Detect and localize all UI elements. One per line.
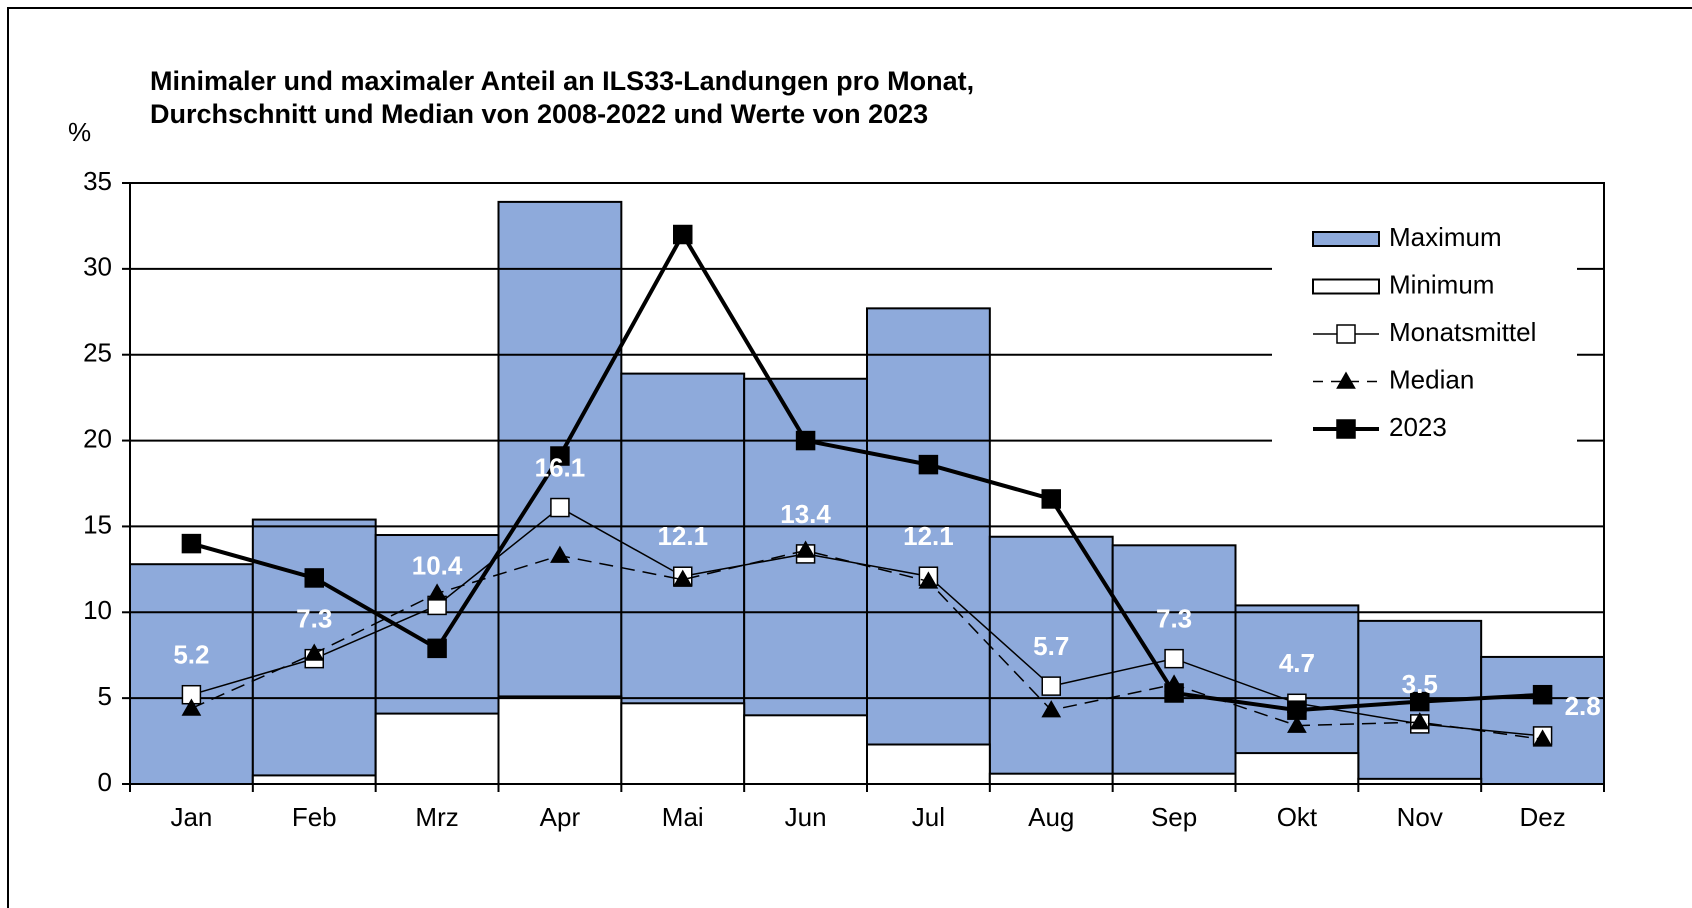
x-tick-label: Jul: [912, 802, 945, 832]
data-label: 2.8: [1565, 691, 1601, 721]
legend-swatch: [1312, 278, 1380, 295]
point: [181, 698, 202, 716]
x-tick-label: Sep: [1151, 802, 1197, 832]
x-tick-label: Feb: [292, 802, 337, 832]
y-tick-label: 0: [98, 767, 112, 797]
line: [191, 549, 1543, 741]
bar: [866, 743, 991, 786]
line: [190, 232, 1543, 713]
bar: [129, 563, 254, 785]
bar: [497, 695, 623, 786]
chart-title: Minimaler und maximaler Anteil an ILS33-…: [150, 66, 974, 96]
point: [1041, 489, 1061, 509]
y-tick-label: 25: [83, 338, 112, 368]
data-label: 12.1: [903, 521, 954, 551]
point: [1287, 715, 1307, 733]
legend-label: Minimum: [1389, 269, 1494, 299]
point: [304, 568, 324, 588]
x-tick-label: Mrz: [415, 802, 458, 832]
legend-box: [1272, 215, 1577, 455]
y-tick-label: 15: [83, 509, 112, 539]
bar: [988, 772, 1114, 786]
data-label: 13.4: [780, 499, 831, 529]
bar: [743, 714, 869, 785]
data-label: 3.5: [1402, 669, 1438, 699]
point: [1287, 700, 1307, 720]
point: [1532, 729, 1553, 747]
x-tick-label: Apr: [540, 802, 581, 832]
legend-label: Monatsmittel: [1389, 317, 1536, 347]
data-label: 10.4: [412, 550, 463, 580]
bar: [497, 200, 623, 786]
y-tick-label: 30: [83, 252, 112, 282]
legend-label: Median: [1389, 364, 1474, 394]
x-tick-label: Dez: [1519, 802, 1565, 832]
point: [672, 569, 693, 587]
bar: [620, 702, 746, 786]
point: [795, 540, 816, 558]
data-label: 5.2: [173, 640, 209, 670]
x-tick-label: Aug: [1028, 802, 1074, 832]
bar: [1234, 752, 1360, 786]
point: [1164, 683, 1184, 703]
y-axis-label: %: [68, 117, 91, 147]
bar: [1111, 772, 1237, 786]
point: [1532, 684, 1553, 705]
legend-label: 2023: [1389, 412, 1447, 442]
point: [673, 224, 693, 245]
point: [795, 430, 816, 451]
point: [181, 533, 202, 554]
data-label: 16.1: [535, 452, 586, 482]
bar: [251, 774, 377, 786]
data-label: 7.3: [1156, 604, 1192, 634]
data-label: 5.7: [1033, 631, 1069, 661]
point: [427, 638, 447, 659]
point: [918, 454, 939, 475]
legend-swatch: [1312, 231, 1380, 247]
x-tick-label: Jun: [785, 802, 827, 832]
point: [304, 643, 325, 661]
point: [1409, 712, 1430, 730]
legend-marker: [1336, 324, 1356, 344]
x-tick-label: Okt: [1277, 802, 1318, 832]
point: [1164, 648, 1184, 669]
point: [918, 571, 939, 589]
data-label: 7.3: [296, 604, 332, 634]
point: [1041, 676, 1061, 696]
x-tick-label: Jan: [170, 802, 212, 832]
point: [550, 497, 570, 518]
data-label: 4.7: [1279, 648, 1315, 678]
x-tick-label: Nov: [1397, 802, 1443, 832]
legend-marker: [1336, 371, 1356, 389]
y-tick-label: 35: [83, 166, 112, 196]
point: [550, 545, 570, 563]
y-tick-label: 20: [83, 423, 112, 453]
legend-label: Maximum: [1389, 222, 1502, 252]
point: [550, 446, 570, 466]
data-label: 12.1: [657, 521, 708, 551]
point: [427, 583, 447, 601]
point: [1410, 691, 1430, 712]
point: [1041, 700, 1062, 718]
chart-title: Durchschnitt und Median von 2008-2022 un…: [150, 99, 928, 129]
legend-marker: [1336, 419, 1356, 439]
bar: [988, 535, 1114, 786]
x-tick-label: Mai: [662, 802, 704, 832]
y-tick-label: 10: [83, 595, 112, 625]
bar: [374, 712, 500, 786]
y-tick-label: 5: [98, 681, 112, 711]
